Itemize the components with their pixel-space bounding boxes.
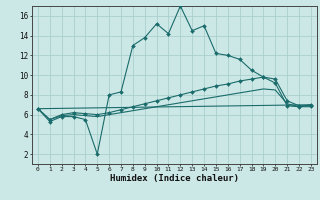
X-axis label: Humidex (Indice chaleur): Humidex (Indice chaleur) [110, 174, 239, 183]
